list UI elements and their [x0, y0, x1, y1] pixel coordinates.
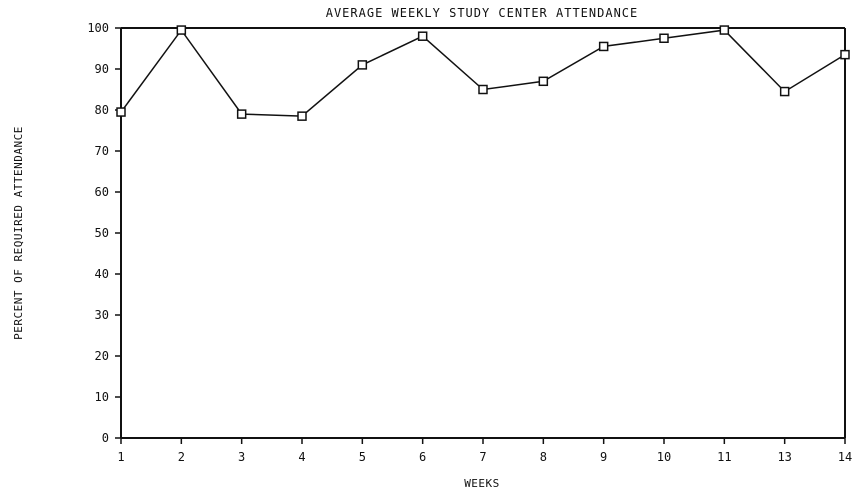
- x-tick-label: 10: [657, 450, 671, 464]
- data-point-marker: [659, 33, 669, 43]
- data-point-marker: [116, 107, 126, 117]
- y-tick-label: 30: [95, 308, 109, 322]
- x-tick-label: 7: [479, 450, 486, 464]
- x-tick-label: 5: [359, 450, 366, 464]
- attendance-series-group: [116, 25, 850, 121]
- y-tick-label: 80: [95, 103, 109, 117]
- data-point-marker: [840, 49, 850, 60]
- x-tick-label: 9: [600, 450, 607, 464]
- x-tick-label: 14: [838, 450, 852, 464]
- x-tick-label: 2: [178, 450, 185, 464]
- y-tick-label: 50: [95, 226, 109, 240]
- y-tick-label: 20: [95, 349, 109, 363]
- data-point-marker: [357, 60, 368, 70]
- y-tick-label: 40: [95, 267, 109, 281]
- x-tick-label: 13: [777, 450, 791, 464]
- y-tick-label: 10: [95, 390, 109, 404]
- x-tick-label: 4: [298, 450, 305, 464]
- chart-title: AVERAGE WEEKLY STUDY CENTER ATTENDANCE: [326, 6, 639, 20]
- data-point-marker: [538, 76, 549, 87]
- x-tick-label: 1: [117, 450, 124, 464]
- x-tick-label: 3: [238, 450, 245, 464]
- y-tick-label: 60: [95, 185, 109, 199]
- data-point-marker: [176, 25, 187, 35]
- data-point-marker: [297, 111, 307, 121]
- data-point-marker: [598, 41, 609, 52]
- y-tick-label: 70: [95, 144, 109, 158]
- data-point-marker: [779, 86, 790, 97]
- x-tick-label: 6: [419, 450, 426, 464]
- data-point-marker: [236, 109, 247, 119]
- axis-ticks-group: 0 10 20 30 40 50 60 70 80 90 100 1 2 3 4 5 6 7 8 9 10 11 13 14: [87, 21, 852, 464]
- x-tick-label: 8: [540, 450, 547, 464]
- y-axis-label: PERCENT OF REQUIRED ATTENDANCE: [12, 126, 25, 340]
- data-point-marker: [478, 84, 488, 95]
- attendance-series-line: [120, 28, 846, 117]
- x-axis-label: WEEKS: [464, 477, 500, 490]
- y-tick-label: 90: [95, 62, 109, 76]
- data-point-marker: [417, 31, 428, 41]
- y-tick-label: 100: [87, 21, 109, 35]
- y-tick-label: 0: [102, 431, 109, 445]
- x-tick-label: 11: [717, 450, 731, 464]
- data-point-marker: [719, 25, 730, 35]
